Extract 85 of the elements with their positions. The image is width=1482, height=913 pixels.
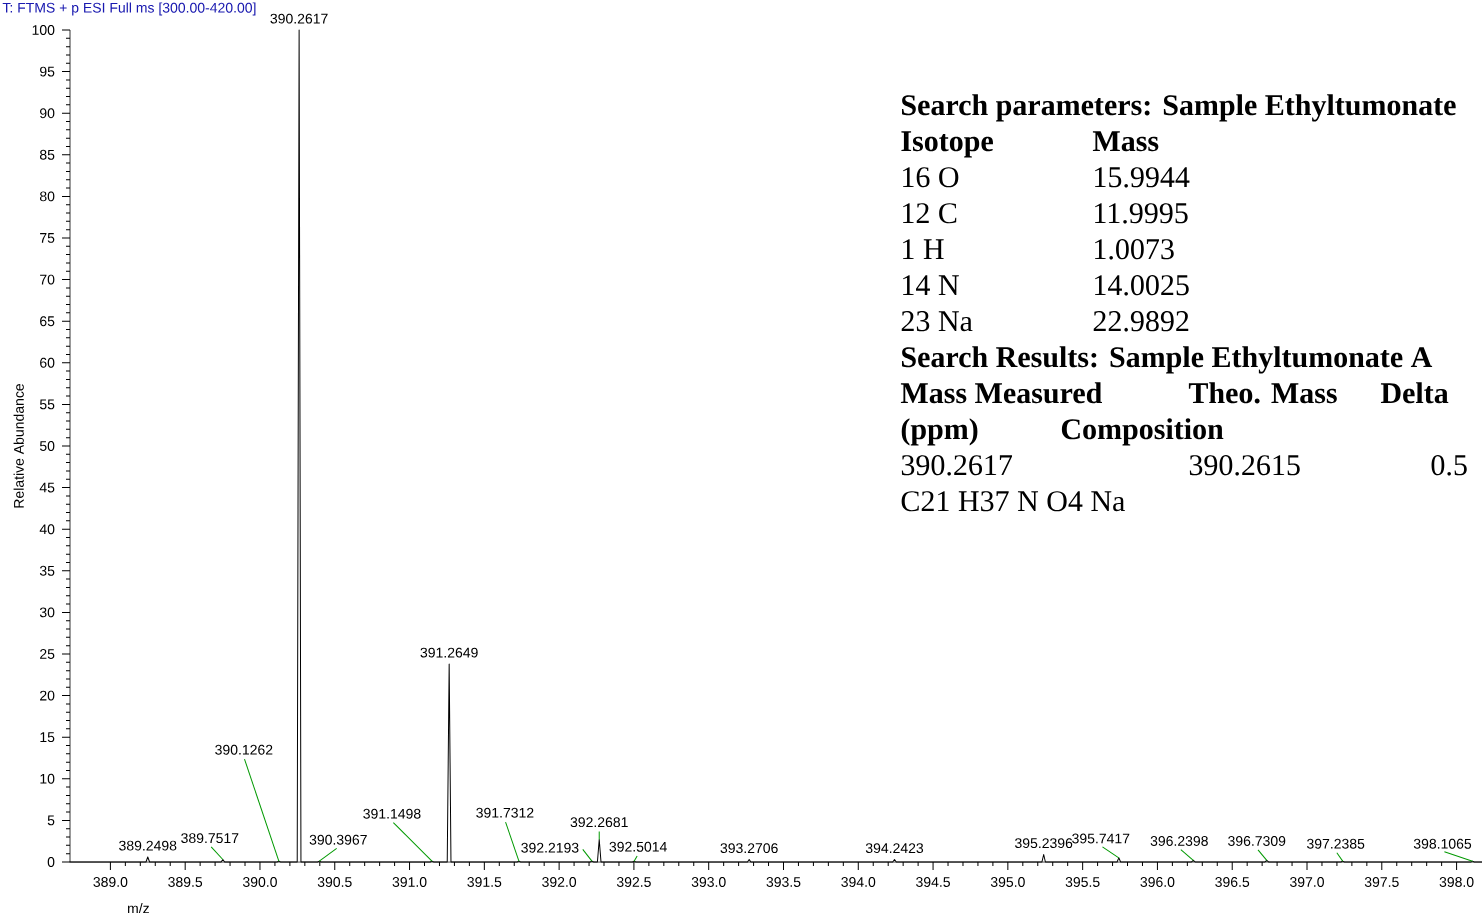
y-tick-label: 15 [40, 732, 55, 743]
annotation: 392.2193 [521, 842, 579, 853]
y-tick-label: 50 [39, 441, 55, 451]
y-tick-label: 5 [47, 815, 55, 826]
annotation: 15.9944 [1095, 167, 1190, 188]
x-tick-label: 391.5 [467, 877, 502, 887]
x-tick-label: 395.5 [1065, 877, 1100, 887]
annotation: 391.1498 [363, 808, 421, 819]
annotation: Composition [1061, 418, 1224, 446]
chart-title: T: FTMS + p ESI Full ms [300.00-420.00] [2, 2, 256, 16]
annotation: 395.7417 [1072, 833, 1130, 844]
x-tick-label: 395.0 [990, 877, 1025, 887]
y-tick-label: 45 [39, 482, 55, 493]
x-tick-label: 393.5 [766, 877, 801, 887]
x-tick-label: 393.0 [691, 877, 726, 887]
annotation: 23 Na [901, 311, 973, 332]
annotation: 11.9995 [1095, 203, 1188, 224]
annotation: Mass Measured [900, 382, 1102, 404]
annotation: 397.2385 [1307, 838, 1365, 849]
y-tick-label: 85 [39, 149, 55, 160]
x-tick-label: 389.0 [93, 877, 128, 887]
y-tick-label: 25 [40, 649, 55, 659]
annotation: 1 H [903, 239, 944, 259]
annotation: Theo. Mass [1188, 382, 1337, 404]
annotation: 392.5014 [609, 841, 667, 852]
x-tick-label: 397.0 [1290, 877, 1324, 887]
y-tick-label: 100 [32, 25, 55, 35]
annotation: Isotope [901, 131, 993, 158]
annotation: Delta [1380, 382, 1449, 404]
y-tick-label: 90 [40, 108, 55, 119]
annotation: 391.7312 [476, 807, 534, 818]
x-tick-label: 390.5 [317, 877, 352, 887]
annotation: (ppm) [901, 418, 978, 446]
x-tick-label: 392.0 [542, 877, 577, 887]
annotation: 390.2615 [1189, 455, 1300, 476]
y-tick-label: 30 [39, 607, 55, 618]
annotation: 14 N [903, 275, 959, 295]
x-tick-label: 398.0 [1439, 877, 1474, 887]
annotation: 392.2681 [570, 817, 628, 828]
annotation: Mass [1092, 131, 1159, 152]
y-tick-label: 20 [40, 690, 55, 701]
x-tick-label: 396.0 [1140, 877, 1175, 887]
annotation: 0.5 [1431, 455, 1467, 476]
y-tick-label: 80 [39, 191, 55, 202]
annotation: Search parameters: Sample Ethyltumonate [902, 94, 1456, 122]
annotation: 389.2498 [119, 840, 177, 851]
annotation: C21 H37 N O4 Na [901, 491, 1125, 512]
y-tick-label: 0 [47, 857, 55, 867]
annotation: 1.0073 [1095, 239, 1174, 260]
annotation: 391.2649 [420, 647, 478, 658]
annotation: 395.2396 [1015, 838, 1073, 849]
annotation: 396.2398 [1150, 836, 1208, 846]
x-tick-label: 390.0 [242, 877, 277, 887]
annotation: Search Results: Sample Ethyltumonate A [902, 346, 1433, 374]
annotation: 390.3967 [309, 834, 367, 845]
x-tick-label: 394.0 [841, 877, 876, 887]
annotation: 14.0025 [1095, 275, 1189, 296]
x-tick-label: 397.5 [1364, 877, 1399, 887]
annotation: 389.7517 [181, 833, 239, 844]
annotation: 12 C [903, 203, 957, 224]
y-tick-label: 70 [40, 274, 55, 285]
annotation: 393.2706 [720, 843, 778, 854]
x-tick-label: 392.5 [616, 877, 651, 887]
annotation: 398.1065 [1413, 838, 1472, 849]
y-tick-label: 40 [39, 524, 55, 535]
y-axis-title: Relative Abundance [13, 384, 24, 508]
annotation: 390.2617 [270, 13, 328, 24]
x-tick-label: 396.5 [1215, 877, 1250, 887]
x-tick-label: 394.5 [916, 877, 950, 887]
y-tick-label: 60 [40, 357, 55, 368]
y-tick-label: 65 [40, 316, 55, 327]
annotation: 22.9892 [1093, 311, 1189, 332]
y-tick-label: 95 [40, 66, 55, 77]
x-axis-title: m/z [128, 903, 149, 913]
annotation: 394.2423 [865, 843, 924, 854]
annotation: 390.1262 [215, 744, 273, 755]
annotation: 16 O [903, 167, 959, 188]
x-tick-label: 391.0 [392, 877, 427, 887]
annotation: 390.2617 [901, 455, 1013, 476]
y-tick-label: 75 [40, 233, 55, 243]
annotation: 396.7309 [1228, 836, 1286, 846]
x-tick-label: 389.5 [168, 877, 203, 887]
y-tick-label: 10 [40, 773, 55, 784]
y-tick-label: 35 [39, 565, 55, 576]
y-tick-label: 55 [39, 399, 55, 410]
